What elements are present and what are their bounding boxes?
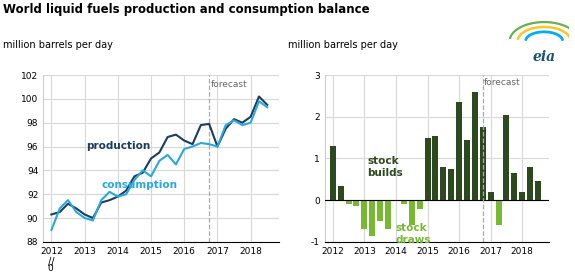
- Bar: [440, 167, 446, 200]
- Text: //: //: [48, 257, 55, 267]
- Text: million barrels per day: million barrels per day: [288, 40, 397, 50]
- Bar: [511, 173, 518, 200]
- Bar: [409, 200, 415, 225]
- Bar: [424, 138, 431, 200]
- Text: forecast: forecast: [210, 80, 247, 89]
- Bar: [519, 192, 526, 200]
- Text: eia: eia: [532, 49, 555, 64]
- Bar: [369, 200, 375, 235]
- Bar: [504, 115, 509, 200]
- Bar: [346, 200, 351, 204]
- Text: World liquid fuels production and consumption balance: World liquid fuels production and consum…: [3, 3, 370, 16]
- Bar: [401, 200, 407, 204]
- Text: production: production: [86, 141, 151, 151]
- Text: consumption: consumption: [101, 180, 177, 190]
- Bar: [432, 135, 438, 200]
- Bar: [417, 200, 423, 208]
- Bar: [354, 200, 359, 206]
- Bar: [338, 186, 344, 200]
- Bar: [330, 146, 336, 200]
- Bar: [464, 140, 470, 200]
- Bar: [456, 102, 462, 200]
- Bar: [480, 127, 486, 200]
- Text: stock
draws: stock draws: [396, 223, 431, 245]
- Text: 0: 0: [48, 264, 53, 273]
- Bar: [377, 200, 383, 221]
- Text: forecast: forecast: [484, 78, 521, 87]
- Bar: [448, 169, 454, 200]
- Bar: [535, 181, 541, 200]
- Bar: [527, 167, 533, 200]
- Bar: [496, 200, 501, 225]
- Bar: [361, 200, 367, 229]
- Text: million barrels per day: million barrels per day: [3, 40, 113, 50]
- Bar: [472, 92, 478, 200]
- Text: stock
builds: stock builds: [367, 156, 403, 178]
- Bar: [488, 192, 494, 200]
- Bar: [385, 200, 391, 229]
